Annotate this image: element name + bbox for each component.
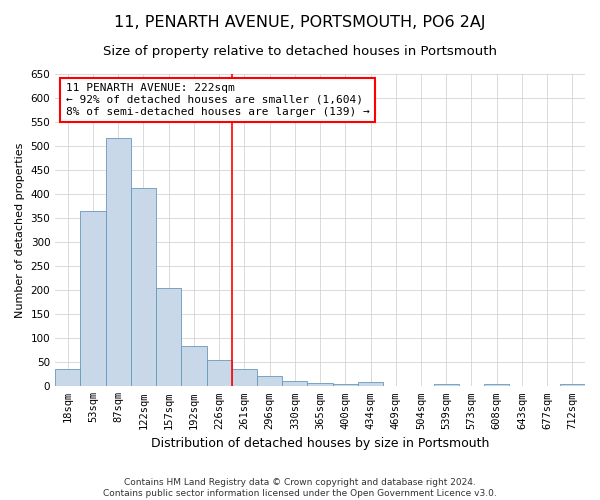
Bar — [232, 370, 257, 386]
Bar — [156, 288, 181, 386]
Bar — [282, 381, 307, 386]
Bar — [106, 138, 131, 386]
Text: Size of property relative to detached houses in Portsmouth: Size of property relative to detached ho… — [103, 45, 497, 58]
Bar — [358, 382, 383, 386]
Bar — [434, 384, 459, 386]
Bar — [257, 376, 282, 386]
Bar — [80, 211, 106, 386]
Bar — [181, 346, 206, 387]
Text: 11 PENARTH AVENUE: 222sqm
← 92% of detached houses are smaller (1,604)
8% of sem: 11 PENARTH AVENUE: 222sqm ← 92% of detac… — [66, 84, 370, 116]
Y-axis label: Number of detached properties: Number of detached properties — [15, 142, 25, 318]
Text: 11, PENARTH AVENUE, PORTSMOUTH, PO6 2AJ: 11, PENARTH AVENUE, PORTSMOUTH, PO6 2AJ — [114, 15, 486, 30]
Bar — [307, 383, 332, 386]
Bar — [560, 384, 585, 386]
Bar — [332, 384, 358, 386]
Text: Contains HM Land Registry data © Crown copyright and database right 2024.
Contai: Contains HM Land Registry data © Crown c… — [103, 478, 497, 498]
Bar — [131, 188, 156, 386]
Bar — [55, 368, 80, 386]
Bar — [206, 360, 232, 386]
Bar — [484, 384, 509, 386]
X-axis label: Distribution of detached houses by size in Portsmouth: Distribution of detached houses by size … — [151, 437, 489, 450]
